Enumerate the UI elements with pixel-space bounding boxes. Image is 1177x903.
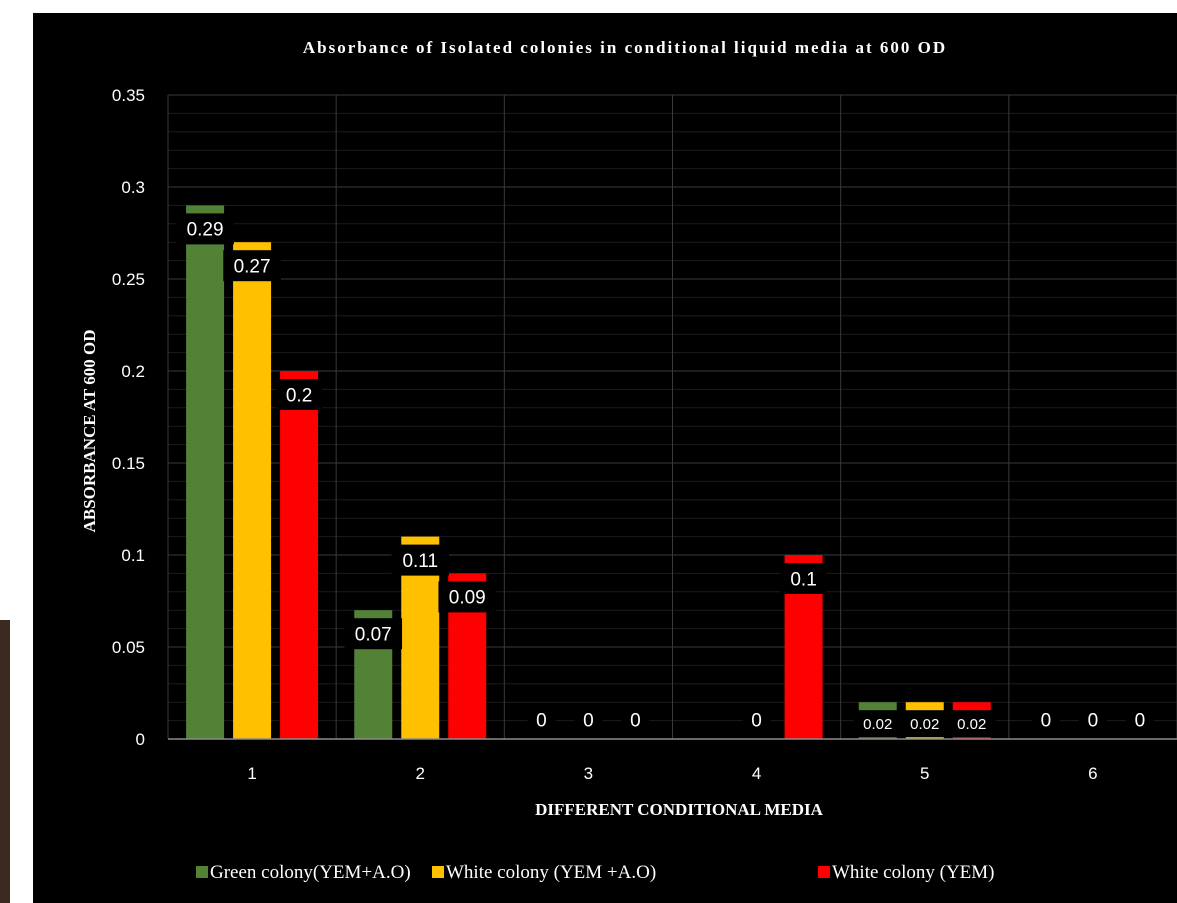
gridlines (167, 94, 1177, 740)
data-label-box (176, 213, 234, 245)
data-label: 0.1 (790, 569, 816, 590)
data-label-box (438, 581, 497, 613)
x-axis-title: DIFFERENT CONDITIONAL MEDIA (535, 800, 824, 819)
chart-area: 0.29 0.07 0 0.02 0 0.27 0.11 0 0 0.02 0 0.2 0.09 0 0.1… (33, 13, 1177, 903)
data-label-box (947, 710, 996, 738)
data-label: 0.02 (910, 716, 939, 733)
x-tick-label: 6 (1088, 764, 1097, 783)
data-label: 0.07 (355, 625, 392, 646)
data-label-box (527, 704, 556, 735)
data-label-box (1125, 704, 1154, 735)
data-label-box (742, 704, 771, 735)
legend-entry: White colony (YEM) (832, 862, 995, 883)
data-label-box (1078, 704, 1107, 735)
data-label: 0.02 (957, 716, 986, 733)
data-label-box (223, 250, 281, 282)
left-image-edge (0, 620, 10, 903)
data-label-box (574, 704, 603, 735)
data-label: 0.2 (286, 385, 312, 406)
legend: Green colony(YEM+A.O) White colony (YEM +… (196, 862, 995, 883)
y-tick-label: 0.3 (121, 178, 145, 197)
legend-entry: Green colony(YEM+A.O) (210, 862, 411, 883)
bar (186, 205, 225, 739)
y-tick-label: 0.35 (112, 86, 145, 105)
y-tick-label: 0.2 (121, 362, 145, 381)
y-axis-title: ABSORBANCE AT 600 OD (80, 330, 99, 533)
data-label: 0 (1135, 710, 1146, 731)
bar (280, 371, 319, 739)
data-label: 0.11 (402, 551, 438, 572)
data-label-box (853, 710, 902, 738)
data-label: 0.09 (449, 588, 486, 609)
bar (233, 242, 272, 739)
data-label-box (780, 563, 827, 594)
x-tick-label: 2 (416, 764, 425, 783)
data-label: 0.29 (187, 220, 224, 241)
chart-title: Absorbance of Isolated colonies in condi… (303, 38, 947, 57)
axes: 0 0.05 0.1 0.15 0.2 0.25 0.3 0.35 1 2 3 4 5 6 (112, 86, 1177, 783)
legend-swatch (818, 866, 830, 878)
data-label: 0 (1088, 710, 1099, 731)
data-label: 0.27 (234, 257, 271, 278)
legend-entry: White colony (YEM +A.O) (446, 862, 656, 883)
y-tick-label: 0 (136, 730, 145, 749)
data-label: 0 (630, 710, 641, 731)
x-tick-label: 1 (247, 764, 256, 783)
data-labels: 0.29 0.07 0 0.02 0 0.27 0.11 0 0 0.02 0 0.2 0.09 0 0.1… (176, 213, 1154, 738)
y-tick-label: 0.25 (112, 270, 145, 289)
data-label-box (391, 544, 450, 576)
x-tick-label: 5 (920, 764, 929, 783)
data-label: 0 (751, 710, 762, 731)
legend-swatch (432, 866, 444, 878)
bar-chart: 0.290.070 0.02 00.270.110 0 0.02 00.20.0900.1… (80, 38, 1177, 883)
data-label-box (621, 704, 650, 735)
data-label: 0 (1041, 710, 1052, 731)
y-tick-label: 0.1 (121, 546, 145, 565)
data-label: 0.02 (863, 716, 892, 733)
data-label: 0 (583, 710, 594, 731)
data-label-box (900, 710, 949, 738)
data-label-box (275, 379, 323, 410)
legend-swatch (196, 866, 208, 878)
data-label-box (1031, 704, 1060, 735)
y-tick-label: 0.15 (112, 454, 145, 473)
y-tick-label: 0.05 (112, 638, 145, 657)
data-label: 0 (536, 710, 547, 731)
x-tick-label: 3 (584, 764, 593, 783)
x-tick-label: 4 (752, 764, 761, 783)
data-label-box (344, 618, 403, 650)
bars (186, 205, 991, 739)
